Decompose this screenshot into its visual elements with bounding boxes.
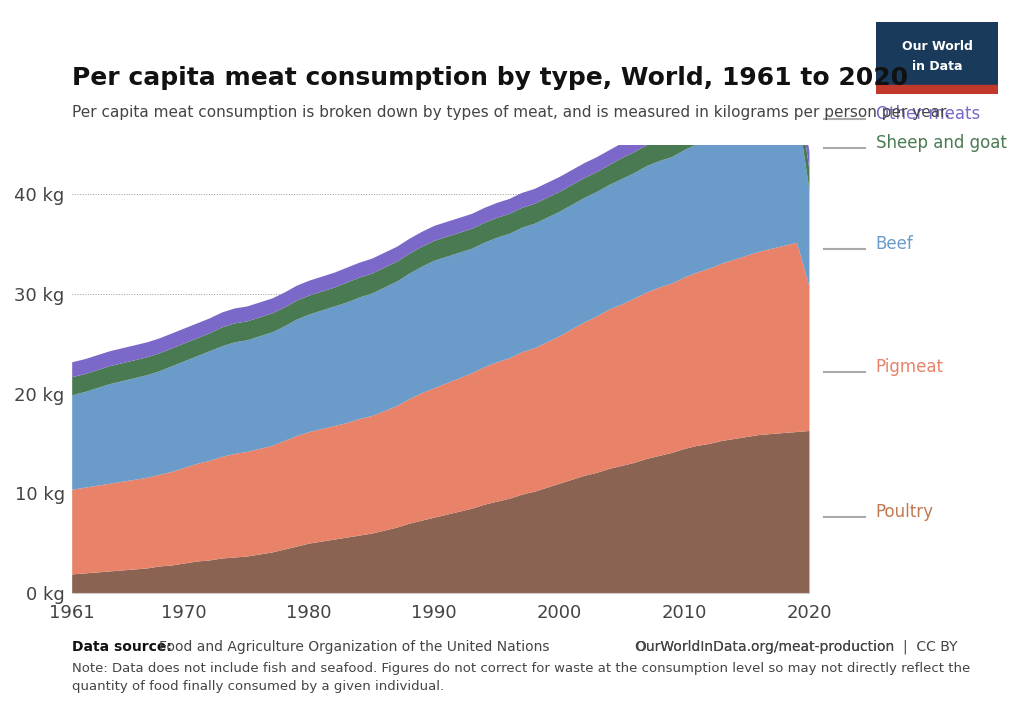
Text: Pigmeat: Pigmeat — [876, 358, 943, 376]
Text: Sheep and goat: Sheep and goat — [876, 134, 1007, 152]
Text: Data source:: Data source: — [72, 640, 176, 654]
Bar — [876, 85, 998, 94]
Text: OurWorldInData.org/meat-production  |  CC BY: OurWorldInData.org/meat-production | CC … — [635, 640, 957, 654]
Text: Food and Agriculture Organization of the United Nations: Food and Agriculture Organization of the… — [159, 640, 549, 654]
Text: Other meats: Other meats — [876, 105, 980, 123]
Text: Per capita meat consumption is broken down by types of meat, and is measured in : Per capita meat consumption is broken do… — [72, 105, 949, 120]
Text: Per capita meat consumption by type, World, 1961 to 2020: Per capita meat consumption by type, Wor… — [72, 67, 908, 90]
Text: Our World: Our World — [901, 40, 973, 54]
Text: OurWorldInData.org/meat-production: OurWorldInData.org/meat-production — [635, 640, 894, 654]
Text: in Data: in Data — [911, 60, 963, 73]
Text: Beef: Beef — [876, 235, 913, 253]
Text: Poultry: Poultry — [876, 502, 934, 521]
Text: Note: Data does not include fish and seafood. Figures do not correct for waste a: Note: Data does not include fish and sea… — [72, 662, 970, 693]
